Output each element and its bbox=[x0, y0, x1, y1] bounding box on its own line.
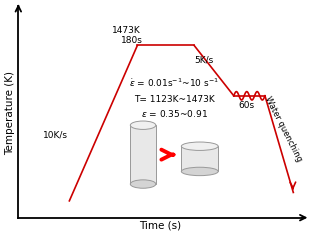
Ellipse shape bbox=[181, 142, 218, 150]
X-axis label: Time (s): Time (s) bbox=[139, 220, 181, 230]
Ellipse shape bbox=[181, 167, 218, 176]
Text: Water quenching: Water quenching bbox=[263, 95, 304, 164]
Text: $\varepsilon$ = 0.35~0.91: $\varepsilon$ = 0.35~0.91 bbox=[141, 108, 208, 119]
Ellipse shape bbox=[130, 121, 156, 129]
Y-axis label: Temperature (K): Temperature (K) bbox=[6, 71, 16, 155]
Ellipse shape bbox=[130, 180, 156, 188]
Text: T= 1123K~1473K: T= 1123K~1473K bbox=[134, 95, 215, 104]
Text: $\dot{\varepsilon}$ = 0.01s$^{-1}$~10 s$^{-1}$: $\dot{\varepsilon}$ = 0.01s$^{-1}$~10 s$… bbox=[129, 77, 219, 89]
Text: 5K/s: 5K/s bbox=[194, 55, 213, 64]
Text: 1473K: 1473K bbox=[112, 26, 140, 35]
Bar bbox=[181, 146, 218, 171]
Text: 60s: 60s bbox=[238, 101, 254, 110]
Text: 10K/s: 10K/s bbox=[43, 131, 68, 140]
Bar bbox=[130, 125, 156, 184]
Text: 180s: 180s bbox=[121, 36, 143, 45]
